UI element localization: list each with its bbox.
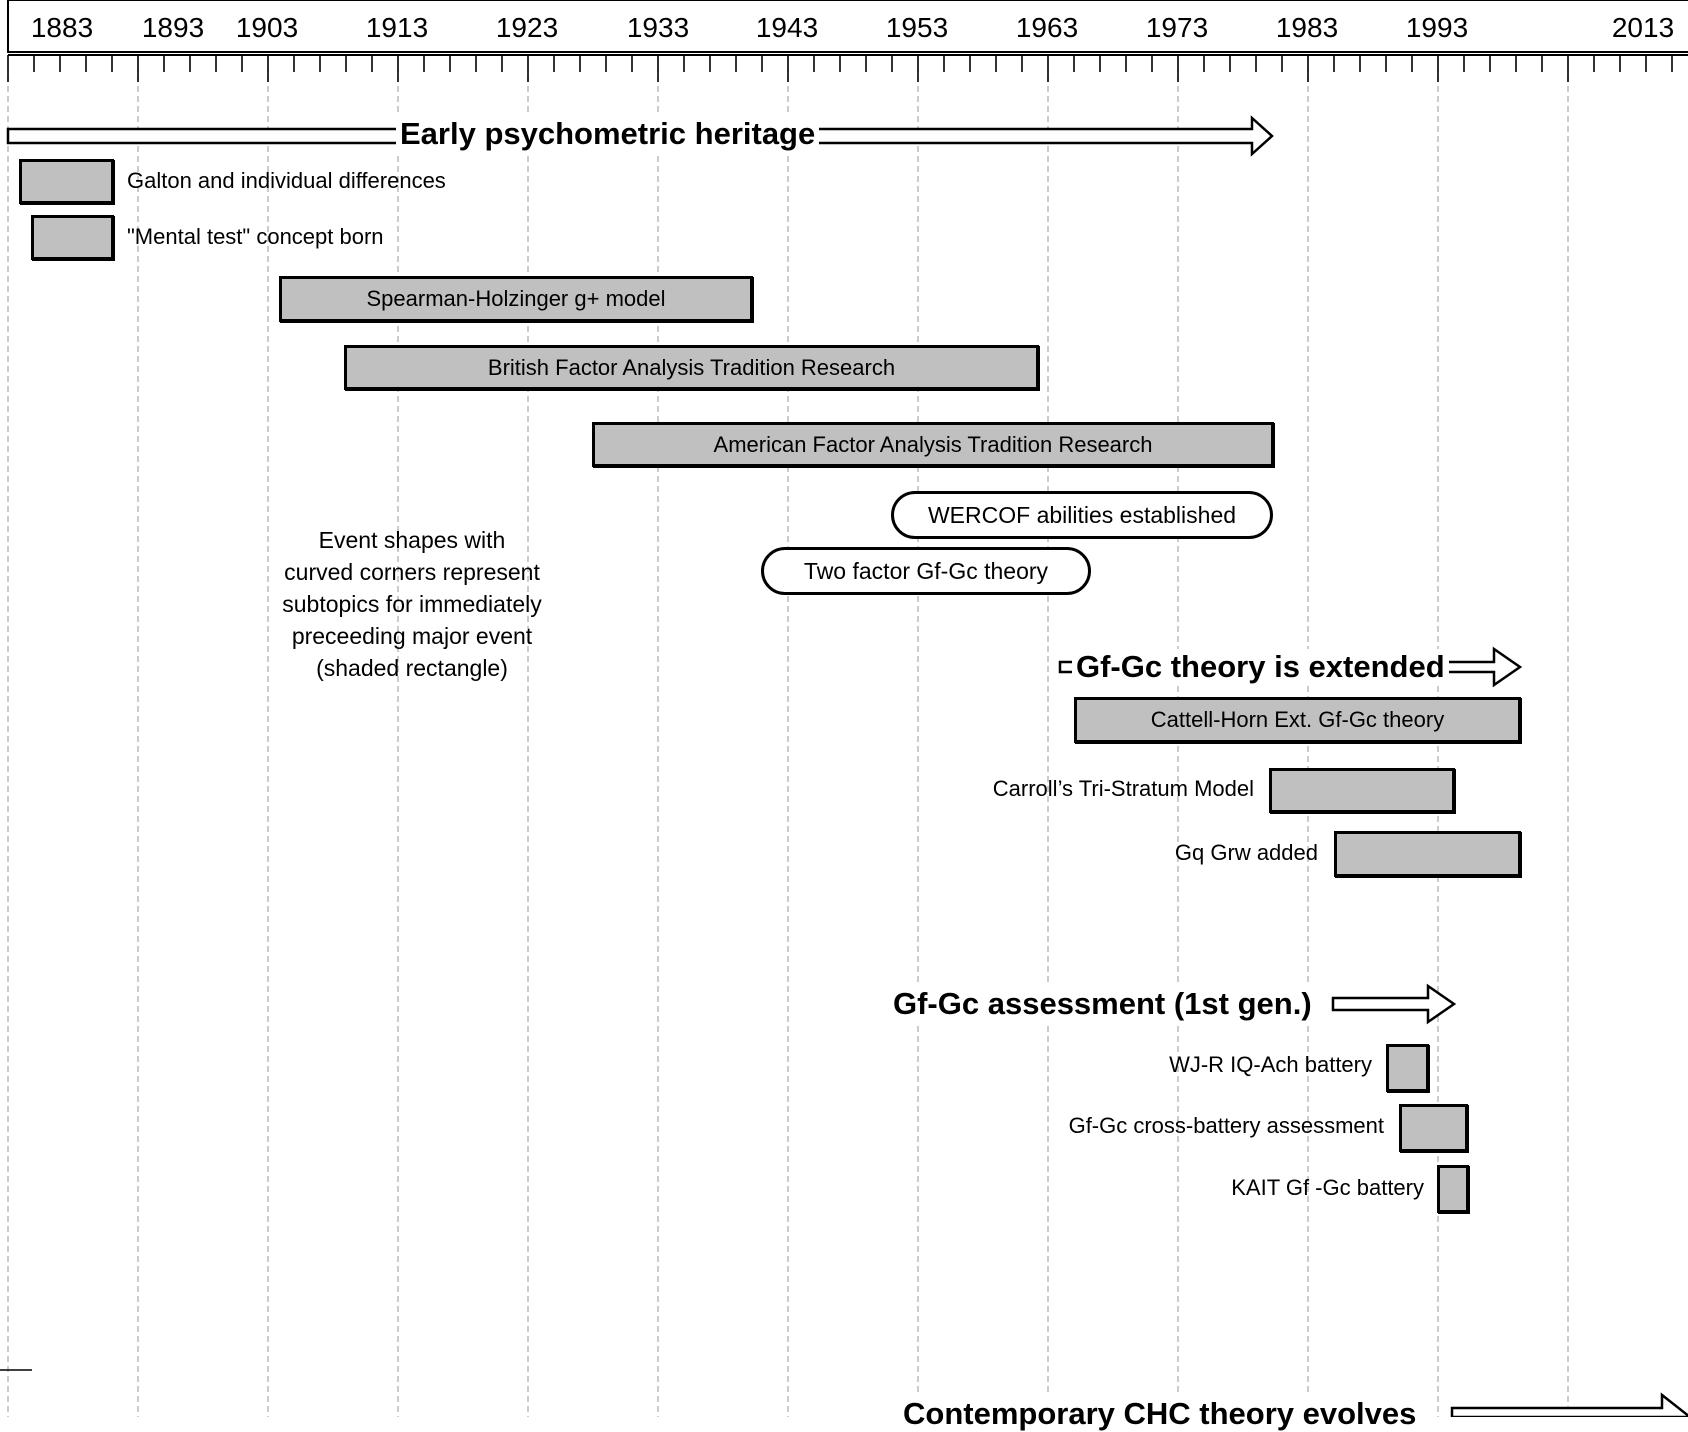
event-kait <box>1437 1165 1469 1213</box>
event-label-carroll: Carroll’s Tri-Stratum Model <box>992 776 1254 801</box>
year-axis-frame <box>7 0 1688 53</box>
year-label: 2013 <box>1611 12 1675 43</box>
event-mental-test <box>31 215 114 260</box>
event-label-mental-test: "Mental test" concept born <box>127 224 384 249</box>
subtopic-wercof: WERCOF abilities established <box>891 491 1273 539</box>
year-label: 1973 <box>1145 12 1209 43</box>
phase-title-extended: Gf-Gc theory is extended <box>1072 649 1449 685</box>
event-american: American Factor Analysis Tradition Resea… <box>592 422 1274 467</box>
year-label: 1993 <box>1405 12 1469 43</box>
phase-arrow-assessment <box>1331 983 1457 1025</box>
phase-arrow-contemporary <box>1450 1392 1688 1417</box>
axis-ticks <box>7 55 1673 82</box>
phase-title-contemporary: Contemporary CHC theory evolves <box>899 1396 1421 1432</box>
year-label: 1983 <box>1275 12 1339 43</box>
event-carroll <box>1269 768 1455 813</box>
event-label-cross-battery: Gf-Gc cross-battery assessment <box>1068 1113 1384 1138</box>
event-galton <box>19 159 114 204</box>
year-label: 1953 <box>885 12 949 43</box>
phase-title-assessment: Gf-Gc assessment (1st gen.) <box>889 986 1316 1022</box>
event-label-kait: KAIT Gf -Gc battery <box>1231 1175 1424 1200</box>
event-cross-battery <box>1399 1104 1468 1152</box>
year-label: 1903 <box>235 12 299 43</box>
year-label: 1893 <box>141 12 205 43</box>
event-label-galton: Galton and individual differences <box>127 168 446 193</box>
year-label: 1963 <box>1015 12 1079 43</box>
event-label-wjr: WJ-R IQ-Ach battery <box>1169 1052 1372 1077</box>
event-wjr <box>1386 1044 1429 1092</box>
year-label: 1883 <box>30 12 94 43</box>
event-gq-grw <box>1334 831 1521 877</box>
year-label: 1943 <box>755 12 819 43</box>
event-label-gq-grw: Gq Grw added <box>1174 840 1318 865</box>
subtopic-two-factor: Two factor Gf-Gc theory <box>761 547 1091 595</box>
phase-title-early: Early psychometric heritage <box>396 116 820 152</box>
event-british: British Factor Analysis Tradition Resear… <box>344 345 1039 390</box>
event-cattell-horn: Cattell-Horn Ext. Gf-Gc theory <box>1074 697 1521 743</box>
legend-note: Event shapes with curved corners represe… <box>282 527 542 681</box>
year-label: 1913 <box>365 12 429 43</box>
year-label: 1933 <box>626 12 690 43</box>
event-spearman: Spearman-Holzinger g+ model <box>279 276 753 322</box>
year-label: 1923 <box>495 12 559 43</box>
